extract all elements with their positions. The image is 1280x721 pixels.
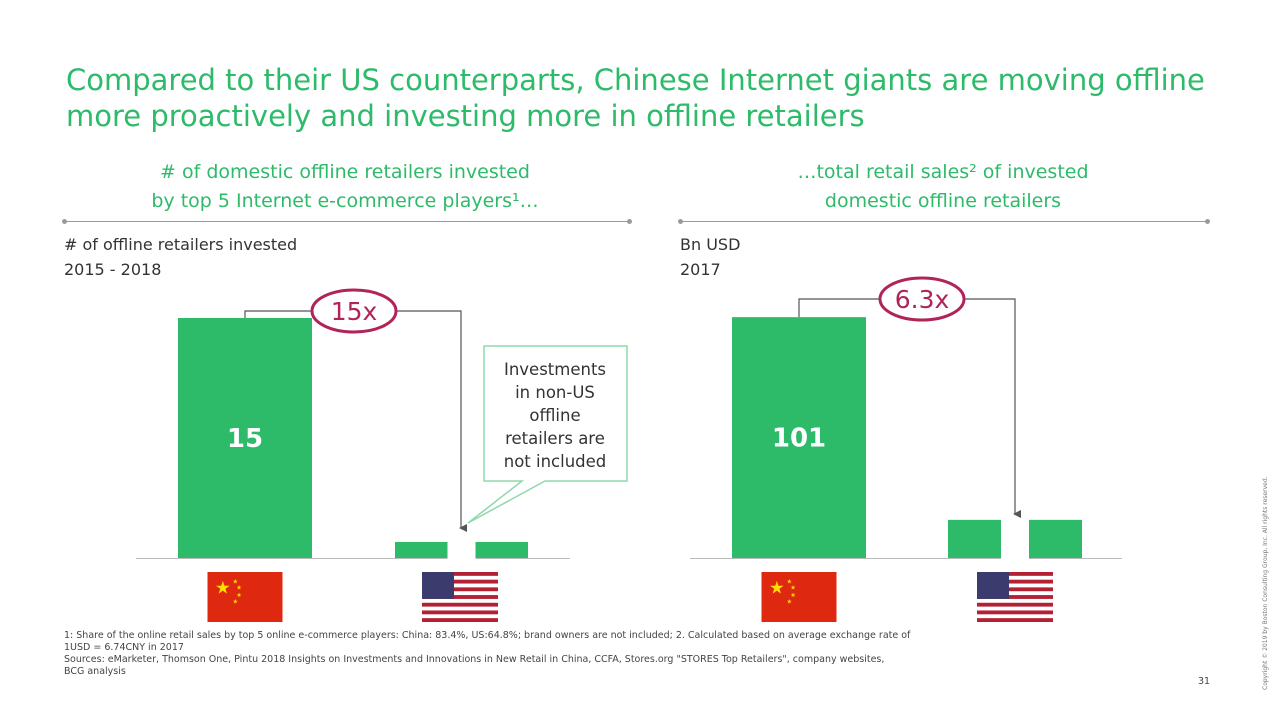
svg-text:★: ★ (215, 578, 231, 598)
callout-line: in non-US (515, 383, 595, 402)
ratio-bubble (878, 276, 966, 322)
svg-text:★: ★ (787, 578, 793, 585)
page-title: Compared to their US counterparts, Chine… (66, 63, 1205, 133)
left-divider (62, 219, 632, 224)
sources-line2: BCG analysis (64, 666, 126, 677)
callout-line: retailers are (505, 429, 605, 448)
right-divider (678, 219, 1210, 224)
data-label: 15 (227, 424, 263, 454)
us-flag-icon (977, 572, 1053, 622)
left-subhead-line2: by top 5 Internet e-commerce players¹… (151, 190, 539, 212)
china-flag-icon: ★ ★ ★ ★ ★ (207, 572, 283, 622)
copyright-text: Copyright © 2019 by Boston Consulting Gr… (1262, 476, 1269, 690)
right-ylabel-line1: Bn USD (680, 235, 741, 254)
ratio-label: 15x (331, 297, 378, 326)
label-knockout (447, 538, 476, 562)
right-subhead: …total retail sales² of invested domesti… (678, 158, 1208, 216)
svg-text:★: ★ (233, 598, 239, 605)
svg-text:★: ★ (787, 598, 793, 605)
left-ylabel-line2: 2015 - 2018 (64, 260, 162, 279)
callout-line: Investments (504, 360, 606, 379)
footnote-line1: 1: Share of the online retail sales by t… (64, 630, 911, 641)
data-label: 101 (772, 424, 826, 454)
ratio-label: 6.3x (895, 285, 950, 314)
left-subhead: # of domestic offline retailers invested… (60, 158, 630, 216)
ratio-bubble (310, 288, 398, 334)
callout-line: not included (504, 452, 607, 471)
callout-line: offline (529, 406, 580, 425)
callout-box (467, 345, 628, 524)
left-ylabel-line1: # of offline retailers invested (64, 235, 298, 254)
bar-china (178, 318, 312, 558)
svg-text:★: ★ (233, 578, 239, 585)
right-ylabel: Bn USD 2017 (680, 232, 740, 282)
us-flag-icon (422, 572, 498, 622)
svg-text:★: ★ (769, 578, 785, 598)
right-subhead-line1: …total retail sales² of invested (797, 161, 1089, 183)
china-flag-icon: ★ ★ ★ ★ ★ (761, 572, 837, 622)
footnotes: 1: Share of the online retail sales by t… (64, 630, 1144, 678)
left-ylabel: # of offline retailers invested 2015 - 2… (64, 232, 297, 282)
right-subhead-line2: domestic offline retailers (824, 190, 1062, 212)
bar-china (732, 317, 866, 558)
page-number: 31 (1198, 676, 1211, 687)
svg-text:★: ★ (790, 592, 796, 599)
sources-line1: Sources: eMarketer, Thomson One, Pintu 2… (64, 654, 885, 665)
footnote-line2: 1USD = 6.74CNY in 2017 (64, 642, 184, 653)
right-ylabel-line2: 2017 (680, 260, 721, 279)
svg-text:★: ★ (790, 585, 796, 592)
svg-text:★: ★ (236, 592, 242, 599)
label-knockout (1001, 515, 1029, 562)
svg-text:★: ★ (236, 585, 242, 592)
left-subhead-line1: # of domestic offline retailers invested (160, 161, 530, 183)
